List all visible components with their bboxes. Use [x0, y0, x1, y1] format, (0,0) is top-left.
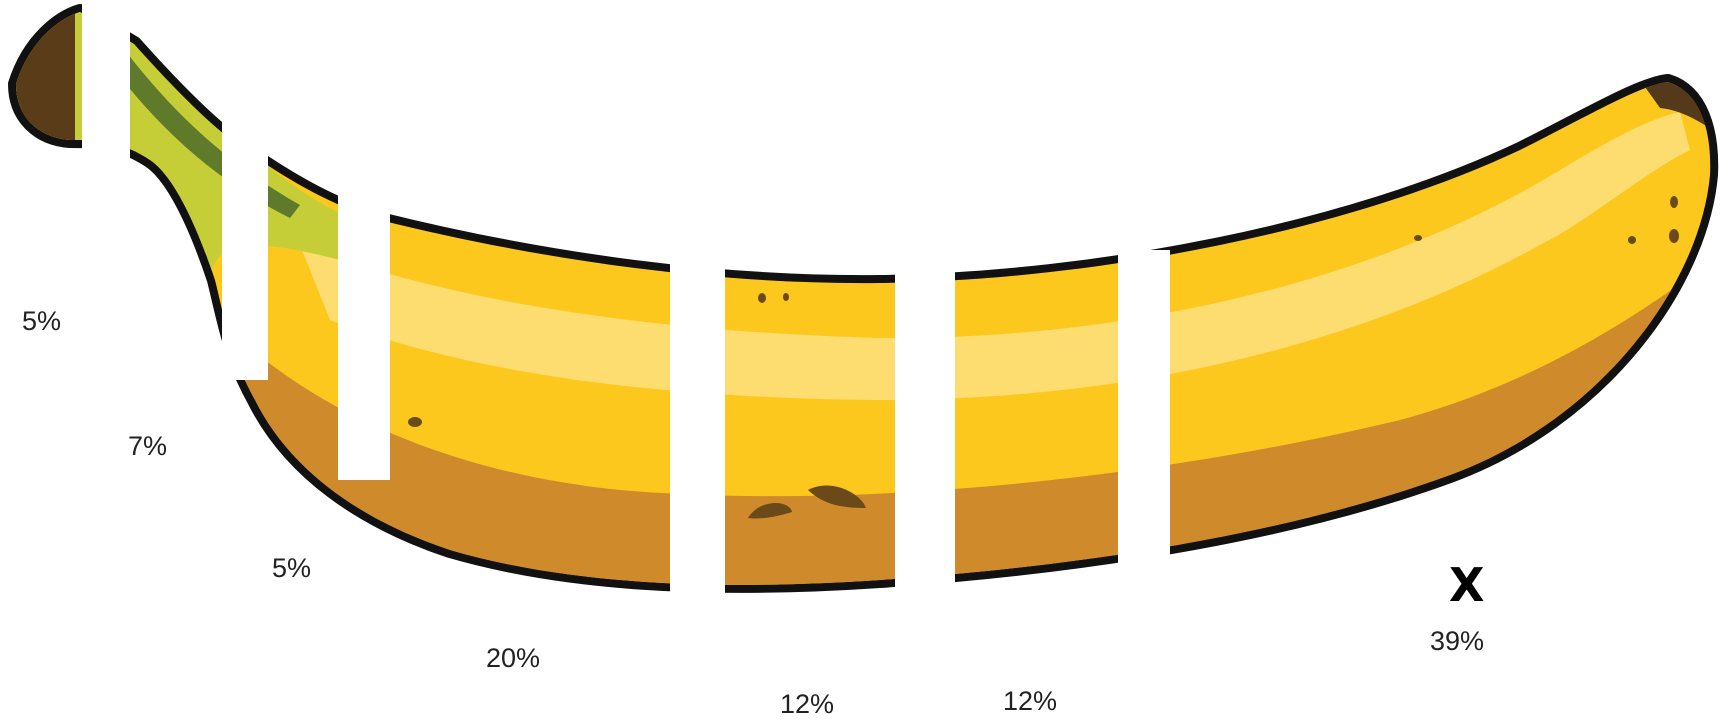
segment-label-1: 5% — [22, 306, 61, 336]
gap-5 — [895, 250, 955, 630]
gap-6 — [1118, 250, 1170, 620]
segment-label-6: 12% — [1003, 686, 1057, 716]
segment-label-3: 5% — [272, 553, 311, 583]
segment-gaps — [82, 0, 1170, 630]
segment-label-5: 12% — [780, 689, 834, 719]
gap-4 — [670, 240, 725, 620]
peel-highlight — [300, 112, 1690, 400]
segment-label-2: 7% — [128, 431, 167, 461]
gap-3 — [338, 180, 390, 480]
segment-marker-x: X — [1449, 558, 1484, 612]
segment-labels: 5% 7% 5% 20% 12% 12% 39% X — [22, 306, 1484, 719]
gap-2 — [222, 110, 268, 380]
segment-label-4: 20% — [486, 643, 540, 673]
stem-cap — [16, 12, 75, 140]
gap-1 — [82, 0, 130, 200]
banana-spots — [408, 196, 1679, 519]
segment-label-7: 39% — [1430, 626, 1484, 656]
